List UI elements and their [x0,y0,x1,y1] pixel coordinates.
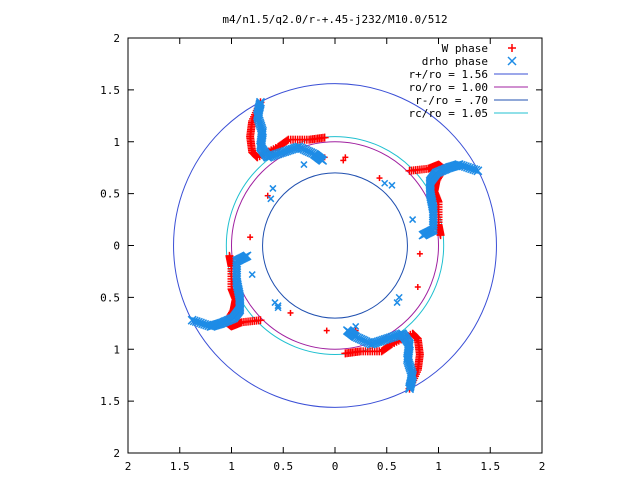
circle-r-line [173,83,497,408]
data-point [418,230,428,240]
y-tick-label: 0.5 [100,291,120,304]
data-point [247,234,254,241]
data-point [269,184,277,192]
data-point [264,192,271,199]
data-point [376,175,383,182]
x-tick-label: 1.5 [170,460,190,473]
y-axis: 2 1.5 1 0.5 0 0.5 1 1.5 2 [100,32,542,460]
x-tick-label: 1.5 [480,460,500,473]
data-point [248,271,256,279]
data-point [320,133,329,142]
y-tick-label: 1 [113,343,120,356]
legend-marker [507,56,517,66]
data-point [300,161,308,169]
y-tick-label: 2 [113,32,120,45]
data-point [416,250,423,257]
x-tick-label: 1 [435,460,442,473]
chart-title: m4/n1.5/q2.0/r-+.45-j232/M10.0/512 [222,13,447,26]
data-point [283,136,292,145]
x-tick-label: 0.5 [377,460,397,473]
data-point [388,181,396,189]
y-tick-label: 0.5 [100,188,120,201]
x-tick-label: 0.5 [273,460,293,473]
data-point [267,195,275,203]
data-point [340,157,347,164]
data-point [242,251,252,261]
x-tick-label: 2 [125,460,132,473]
legend-label: drho phase [422,55,488,68]
legend-label: r-/ro = .70 [415,94,488,107]
data-point [341,349,350,358]
legend-label: ro/ro = 1.00 [409,81,488,94]
y-tick-label: 1 [113,136,120,149]
y-tick-label: 1.5 [100,84,120,97]
data-point [381,179,389,187]
x-tick-label: 2 [539,460,546,473]
data-point [225,251,234,260]
legend-label: W phase [442,42,488,55]
data-point [318,155,328,165]
data-point [414,284,421,290]
data-point [342,154,349,161]
data-point [395,293,403,301]
data-point [342,326,352,336]
data-point [409,216,417,224]
y-tick-label: 1.5 [100,395,120,408]
data-point [274,302,282,310]
circle-ro-line [231,141,439,350]
legend-label: r+/ro = 1.56 [409,68,488,81]
data-point [436,231,445,240]
circles [173,83,497,408]
data-point [323,327,330,334]
data-marks [187,97,483,394]
x-tick-label: 0 [332,460,339,473]
y-tick-label: 0 [113,240,120,253]
circle-r-line [262,172,408,319]
x-tick-label: 1 [228,460,235,473]
data-point [393,299,401,307]
data-point [287,309,294,316]
circle-rc-line [225,136,445,355]
legend-marker [508,44,516,52]
data-point [378,346,387,355]
data-point [274,304,282,312]
x-axis: 2 1.5 1 0.5 0 0.5 1 1.5 2 [125,38,546,473]
data-point [352,322,360,330]
y-tick-label: 2 [113,447,120,460]
legend-label: rc/ro = 1.05 [409,107,488,120]
